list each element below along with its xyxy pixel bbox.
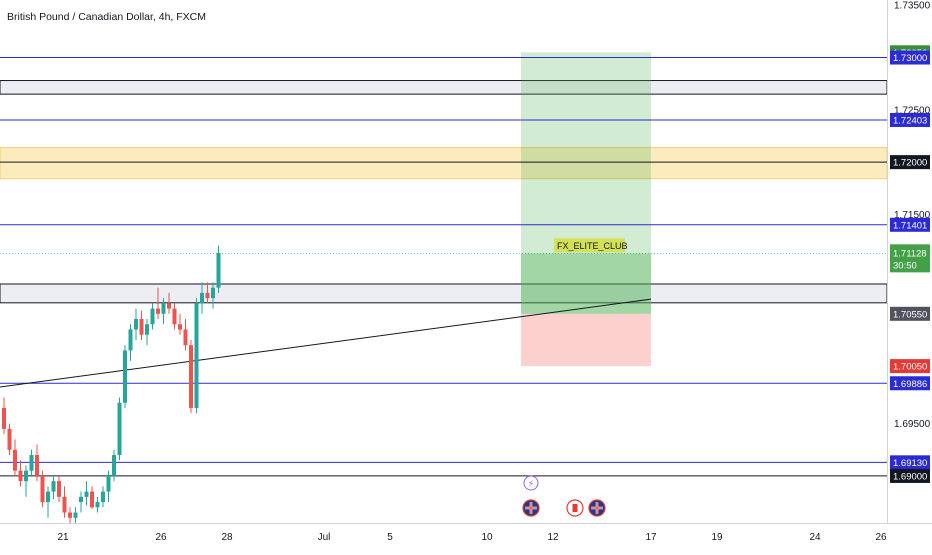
time-tick-label: 12 bbox=[547, 532, 559, 543]
price-tick-label: 1.73500 bbox=[894, 1, 931, 12]
candle-body bbox=[194, 303, 199, 408]
supply-zone bbox=[0, 147, 888, 180]
candle-body bbox=[18, 470, 23, 482]
candle-body bbox=[7, 428, 12, 450]
time-tick-label: 10 bbox=[481, 532, 493, 543]
symbol-title: British Pound / Canadian Dollar, 4h, FXC… bbox=[7, 11, 206, 23]
annotation-label[interactable]: FX_ELITE_CLUB bbox=[557, 241, 628, 251]
annotation-label-bg bbox=[554, 238, 625, 253]
candle-body bbox=[101, 491, 105, 503]
gray-zone bbox=[0, 283, 888, 304]
blue-level-badge-bg bbox=[890, 217, 930, 232]
position-open-pnl-zone bbox=[521, 253, 651, 314]
candle-body bbox=[40, 475, 45, 503]
candle-body bbox=[183, 329, 188, 346]
last-price-badge-bg bbox=[890, 244, 930, 273]
entry-price-badge-bg bbox=[890, 306, 930, 321]
black-level-badge: 1.69000 bbox=[893, 471, 927, 482]
candle-body bbox=[205, 292, 210, 299]
position-target-zone[interactable] bbox=[521, 52, 651, 314]
time-tick-label: 5 bbox=[387, 532, 393, 543]
price-tick-label: 1.71500 bbox=[894, 210, 931, 221]
last-price-badge: 1.71128 bbox=[893, 248, 927, 259]
lightning-icon[interactable] bbox=[523, 475, 539, 491]
blue-level-badge-bg bbox=[890, 112, 930, 127]
candle-body bbox=[57, 481, 61, 497]
candle-body bbox=[117, 402, 122, 456]
lightning-icon-glyph: ⚡ bbox=[528, 479, 534, 489]
trend-line[interactable] bbox=[0, 298, 652, 388]
candle-body bbox=[79, 496, 83, 503]
blue-level-badge-bg bbox=[890, 376, 930, 391]
flag-ca-icon-leaf bbox=[572, 504, 578, 512]
candle-body bbox=[172, 308, 177, 325]
candle-body bbox=[178, 324, 182, 330]
countdown-label: 30:50 bbox=[893, 260, 917, 271]
candle-body bbox=[128, 329, 133, 351]
stop-price-badge-bg bbox=[890, 359, 930, 374]
entry-price-badge: 1.70550 bbox=[893, 309, 927, 320]
candle-body bbox=[84, 491, 89, 497]
time-tick-label: 24 bbox=[809, 532, 821, 543]
candle-body bbox=[134, 319, 138, 330]
candle-body bbox=[211, 287, 215, 299]
blue-level-badge-bg bbox=[890, 50, 930, 65]
candle-body bbox=[73, 512, 78, 518]
trendline-layer[interactable] bbox=[0, 298, 652, 388]
black-level-badge-bg bbox=[890, 155, 930, 170]
candle-body bbox=[145, 324, 149, 335]
time-tick-label: 28 bbox=[221, 532, 233, 543]
zones-layer bbox=[0, 52, 888, 367]
candle-body bbox=[2, 407, 6, 429]
levels-layer bbox=[0, 57, 887, 477]
time-tick-label: 26 bbox=[875, 532, 887, 543]
candle-body bbox=[24, 470, 28, 482]
time-tick-label: 19 bbox=[711, 532, 723, 543]
blue-level-badge: 1.72403 bbox=[893, 115, 927, 126]
candle-body bbox=[139, 319, 144, 335]
blue-level-badge: 1.73000 bbox=[893, 53, 927, 64]
candle-body bbox=[62, 496, 67, 513]
candle-body bbox=[200, 292, 204, 304]
candle-body bbox=[35, 455, 39, 476]
price-scale[interactable]: 1.695001.715001.725001.735001.730501.730… bbox=[890, 1, 931, 483]
gray-zone bbox=[0, 80, 888, 95]
candle-body bbox=[112, 455, 116, 476]
price-tick-label: 1.72500 bbox=[894, 105, 931, 116]
candle-body bbox=[46, 491, 50, 503]
candles-layer bbox=[2, 245, 221, 523]
candle-body bbox=[68, 512, 72, 518]
candle-body bbox=[161, 303, 166, 314]
black-level-badge-bg bbox=[890, 468, 930, 483]
candle-body bbox=[189, 345, 193, 408]
candle-body bbox=[13, 449, 17, 471]
price-tick-label: 1.69500 bbox=[894, 419, 931, 430]
candle-body bbox=[95, 502, 100, 508]
blue-level-badge-bg bbox=[890, 455, 930, 470]
time-tick-label: 21 bbox=[57, 532, 69, 543]
blue-level-badge: 1.69130 bbox=[893, 458, 927, 469]
candle-body bbox=[90, 491, 94, 508]
time-tick-label: 17 bbox=[645, 532, 657, 543]
blue-level-badge: 1.71401 bbox=[893, 220, 927, 231]
blue-level-badge: 1.69886 bbox=[893, 379, 927, 390]
candle-body bbox=[123, 350, 127, 403]
time-tick-label: 26 bbox=[155, 532, 167, 543]
candle-body bbox=[29, 455, 34, 471]
black-level-badge: 1.72000 bbox=[893, 158, 927, 169]
time-tick-label: Jul bbox=[318, 532, 331, 543]
events-layer[interactable]: FX_ELITE_CLUB ⚡ bbox=[522, 238, 628, 517]
candle-body bbox=[150, 308, 155, 325]
candle-body bbox=[167, 303, 171, 309]
candle-body bbox=[156, 308, 160, 314]
candle-body bbox=[51, 481, 56, 492]
candle-body bbox=[216, 253, 221, 288]
time-scale[interactable]: 21 26 28 Jul 5 10 12 17 19 24 26 bbox=[57, 532, 887, 543]
stop-price-badge: 1.70050 bbox=[893, 362, 927, 373]
position-stop-zone[interactable] bbox=[521, 313, 651, 367]
candle-body bbox=[106, 475, 111, 492]
